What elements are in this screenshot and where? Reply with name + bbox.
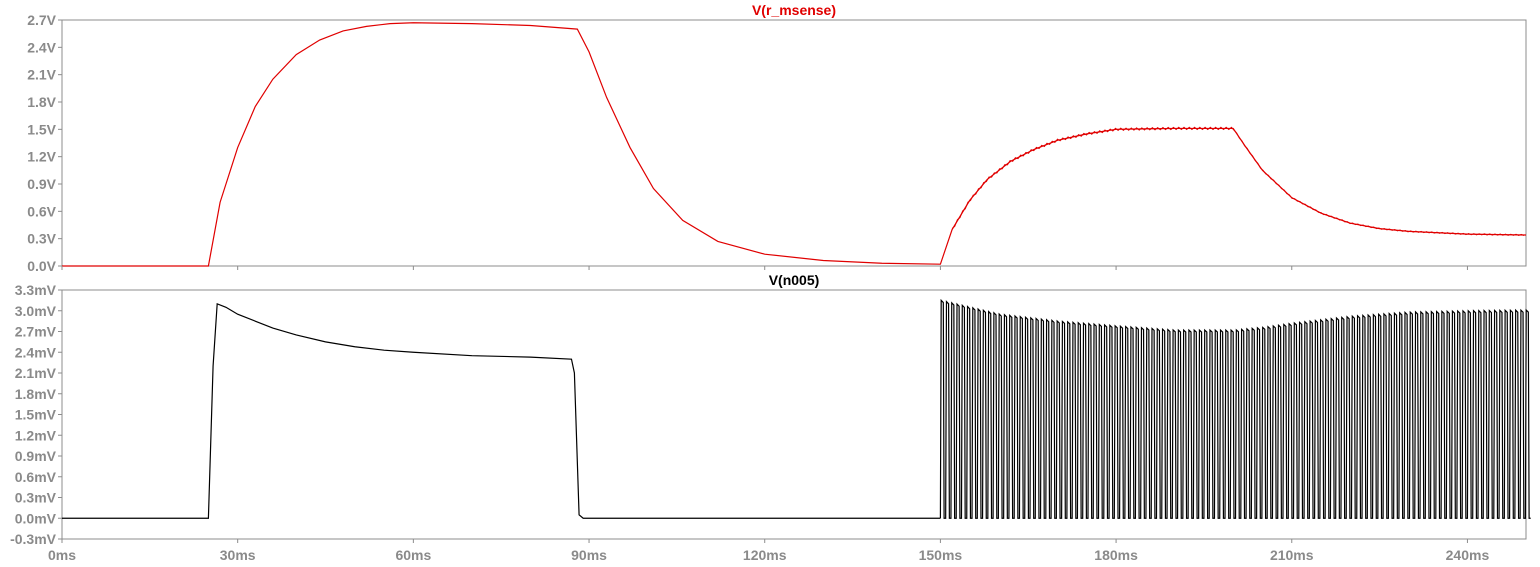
- y-tick-label: 1.2V: [27, 149, 56, 165]
- y-tick-label: 1.8V: [27, 94, 56, 110]
- y-tick-label: 1.2mV: [15, 427, 57, 443]
- x-tick-label: 210ms: [1270, 547, 1314, 563]
- x-tick-label: 180ms: [1094, 547, 1138, 563]
- ripple-trace: [951, 126, 1525, 236]
- x-tick-label: 0ms: [48, 547, 76, 563]
- x-tick-label: 30ms: [220, 547, 256, 563]
- trace-r-msense: [62, 22, 1527, 267]
- y-tick-label: 0.9mV: [15, 448, 57, 464]
- y-tick-label: 1.8mV: [15, 386, 57, 402]
- y-tick-label: 0.3V: [27, 231, 56, 247]
- y-tick-label: 2.1mV: [15, 365, 57, 381]
- y-tick-label: -0.3mV: [10, 531, 57, 547]
- x-tick-label: 150ms: [919, 547, 963, 563]
- y-tick-label: 2.7V: [27, 12, 56, 28]
- y-axis-n005: -0.3mV 0.0mV 0.3mV 0.6mV 0.9mV 1.2mV 1.5mV 1.8m…: [10, 282, 62, 547]
- y-tick-label: 1.5V: [27, 121, 56, 137]
- pwm-burst: [939, 298, 1531, 519]
- y-tick-label: 0.0V: [27, 258, 56, 274]
- y-tick-label: 0.0mV: [15, 510, 57, 526]
- x-tick-label: 240ms: [1446, 547, 1490, 563]
- trace-line: [62, 22, 1527, 267]
- x-axis-time: 0ms 30ms 60ms 90ms 120ms 150ms 180ms 210ms 240ms: [48, 266, 1489, 563]
- y-tick-label: 3.3mV: [15, 282, 57, 298]
- y-tick-label: 0.6V: [27, 203, 56, 219]
- pane-r-msense[interactable]: V(r_msense) 0.0V 0.3V 0.6V 0.9V 1.2V 1.5V 1.8V…: [27, 2, 1527, 274]
- x-tick-label: 120ms: [743, 547, 787, 563]
- y-axis-r-msense: 0.0V 0.3V 0.6V 0.9V 1.2V 1.5V 1.8V 2.1V 2.4V 2.7V: [27, 12, 62, 274]
- y-tick-label: 2.1V: [27, 67, 56, 83]
- y-tick-label: 2.7mV: [15, 324, 57, 340]
- pane-r-msense-frame: [61, 19, 1527, 267]
- x-tick-label: 60ms: [395, 547, 431, 563]
- y-tick-label: 2.4mV: [15, 344, 57, 360]
- y-tick-label: 0.3mV: [15, 490, 57, 506]
- y-tick-label: 3.0mV: [15, 303, 57, 319]
- x-tick-label: 90ms: [571, 547, 607, 563]
- y-tick-label: 0.6mV: [15, 469, 57, 485]
- trace-n005: [62, 298, 1531, 519]
- trace-line: [62, 302, 941, 519]
- y-tick-label: 0.9V: [27, 176, 56, 192]
- y-tick-label: 2.4V: [27, 39, 56, 55]
- pane-n005-title: V(n005): [769, 272, 820, 288]
- pane-r-msense-title: V(r_msense): [752, 2, 836, 18]
- y-tick-label: 1.5mV: [15, 407, 57, 423]
- pane-n005[interactable]: V(n005) -0.3mV 0.0mV 0.3mV 0.6mV 0.9mV 1.2mV 1…: [10, 272, 1531, 547]
